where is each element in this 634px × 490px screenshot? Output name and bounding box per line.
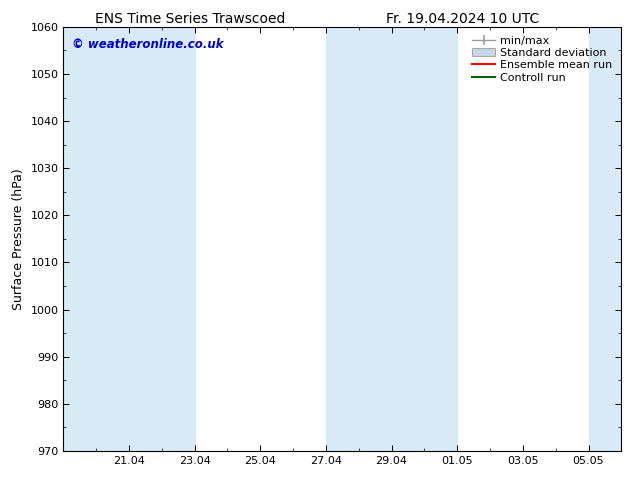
Text: ENS Time Series Trawscoed: ENS Time Series Trawscoed xyxy=(95,12,285,26)
Bar xyxy=(129,27,195,451)
Text: © weatheronline.co.uk: © weatheronline.co.uk xyxy=(72,38,223,50)
Bar xyxy=(326,27,392,451)
Bar xyxy=(63,27,129,451)
Legend: min/max, Standard deviation, Ensemble mean run, Controll run: min/max, Standard deviation, Ensemble me… xyxy=(469,32,616,86)
Text: Fr. 19.04.2024 10 UTC: Fr. 19.04.2024 10 UTC xyxy=(386,12,540,26)
Bar xyxy=(392,27,457,451)
Y-axis label: Surface Pressure (hPa): Surface Pressure (hPa) xyxy=(12,168,25,310)
Bar xyxy=(588,27,621,451)
